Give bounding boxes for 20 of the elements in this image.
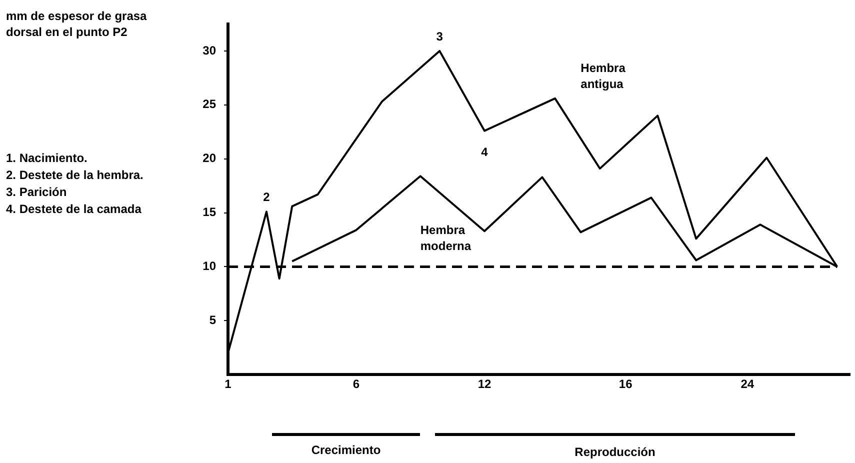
series-label: Hembra moderna (420, 222, 472, 253)
annotation: 4 (481, 145, 488, 160)
y-tick-label: 30 (202, 43, 216, 58)
text: 1. Nacimiento. 2. Destete de la hembra. 3. Parición 4. Destete de la camada (6, 150, 144, 218)
y-tick-label: 25 (202, 97, 216, 112)
y-tick-label: 15 (202, 205, 216, 220)
y-tick-label: 5 (209, 312, 216, 327)
annotation: 3 (436, 29, 444, 44)
x-tick-label: 6 (352, 377, 360, 392)
annotation: 2 (263, 190, 270, 204)
text: Hembra antigua (580, 61, 626, 92)
y-tick-label: 10 (202, 259, 216, 274)
x-tick-label: 12 (478, 377, 492, 392)
text: Crecimiento (310, 442, 382, 458)
text: Reproducción (574, 444, 656, 460)
x-tick-label: 24 (740, 377, 754, 392)
y-axis-title: mm de espesor de grasa dorsal en el punto P2 (6, 8, 148, 40)
x-tick-label: 1 (224, 377, 232, 392)
y-tick-label: 20 (202, 151, 216, 166)
x-tick-label: 16 (618, 377, 633, 392)
